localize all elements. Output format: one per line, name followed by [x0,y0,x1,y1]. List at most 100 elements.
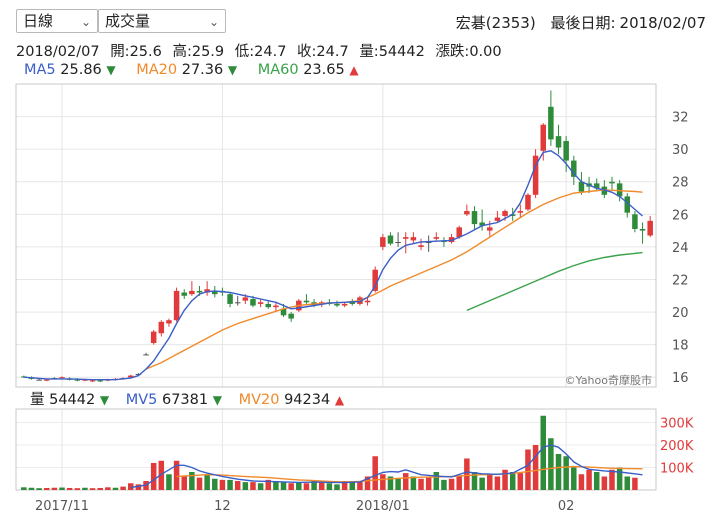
volume-bar [418,478,424,490]
volume-bar [609,469,615,490]
candle-body [487,227,493,231]
candle-body [158,321,165,334]
volume-bar [479,477,485,490]
candle-body [204,289,210,293]
volume-bar [135,484,142,490]
candle-body [525,194,531,210]
volume-bar [204,474,210,490]
candle-body [250,299,256,306]
candle-body [349,302,356,304]
volume-bar [548,438,554,490]
mv20-line [176,465,643,483]
y-tick-label: 16 [672,371,689,386]
candle-body [387,235,394,244]
price-grid [16,84,656,387]
volume-bar [395,478,401,490]
volume-bar [158,460,165,490]
candle-body [74,379,81,381]
volume-bar [509,472,516,490]
ohlc-volume: 量:54442 [359,44,425,60]
candle-body [578,181,585,192]
volume-bar [74,488,81,490]
candle-body [372,269,378,291]
candle-body [265,303,272,308]
candle-body [548,106,554,140]
ohlc-low: 低:24.7 [234,44,287,60]
legend-ma5-label: MA5 [24,62,56,78]
stock-info: 宏碁(2353) 最後日期: 2018/02/07 [446,12,706,33]
x-tick-label: 02 [558,499,575,514]
candle-body [540,124,546,151]
candle-body [59,377,65,379]
volume-bar [242,482,249,490]
volume-bar [43,487,50,490]
candle-body [21,376,27,378]
up-arrow-icon: ▲ [334,393,345,407]
volume-bar [364,476,371,490]
volume-bar [36,488,42,490]
volume-bar [532,445,539,490]
legend-ma60-label: MA60 [257,62,299,78]
period-select[interactable]: 日線 ⌄ [16,9,98,33]
candle-body [479,222,485,226]
candle-body [471,211,478,225]
candle-body [212,290,218,295]
candle-body [593,183,600,189]
volume-bar [227,479,233,490]
volume-bar [318,482,325,490]
volume-bar [112,487,119,490]
volume-bar [517,473,524,490]
volume-bar [433,472,440,490]
volume-bar [578,474,585,490]
volume-bar [21,487,27,490]
candle-body [464,211,470,215]
y-tick-label: 30 [672,143,689,158]
legend-mv20-label: MV20 [238,392,280,408]
volume-bar [471,472,478,490]
volume-bar [563,456,569,490]
volume-bar [296,482,302,490]
indicator-select[interactable]: 成交量 ⌄ [98,9,226,33]
volume-bar [441,479,447,490]
y-tick-label: 200K [660,439,694,454]
legend-ma5-value: 25.86 [60,62,102,78]
volume-bar [464,458,470,490]
candle-body [433,237,440,239]
volume-bar [372,456,378,490]
down-arrow-icon: ▼ [227,63,238,77]
volume-bar [349,482,356,490]
legend-ma5: MA5 25.86 ▼ [24,62,120,78]
volume-bar [89,488,96,490]
chevron-down-icon: ⌄ [208,15,219,29]
candle-body [425,242,432,244]
watermark: ©Yahoo奇摩股市 [565,373,652,387]
candle-body [609,181,615,184]
volume-bar [311,481,317,490]
ohlc-date: 2018/02/07 [16,44,100,60]
candle-body [334,303,340,306]
volume-bar [303,483,310,490]
candle-body [555,136,562,148]
volume-bar [173,460,180,490]
candle-body [173,290,180,321]
candle-body [395,242,401,244]
candle-body [143,354,149,356]
candle-body [128,375,134,378]
candle-body [97,380,103,382]
volume-bar [212,478,218,490]
candle-body [456,227,462,238]
legend-vol: 量 54442 ▼ [30,392,114,408]
candle-body [227,294,233,304]
volume-bar [181,476,187,490]
x-tick-label: 12 [214,499,231,514]
candle-body [257,302,264,304]
volume-legend: 量 54442 ▼ MV5 67381 ▼ MV20 94234 ▲ [30,388,356,409]
candle-body [418,245,424,247]
candle-body [632,214,638,229]
ohlc-open: 開:25.6 [110,44,162,60]
ohlc-readout: 2018/02/07 開:25.6 高:25.9 低:24.7 收:24.7 量… [16,40,508,61]
volume-bar [97,487,103,490]
candle-body [502,211,508,216]
down-arrow-icon: ▼ [212,393,222,407]
